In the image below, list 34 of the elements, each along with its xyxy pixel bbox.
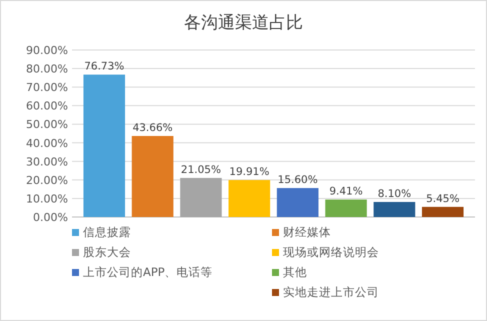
y-tick-label: 50.00% [26,118,68,132]
legend-label: 上市公司的APP、电话等 [83,265,213,279]
y-tick-label: 90.00% [26,44,68,57]
y-tick-label: 10.00% [26,192,68,206]
bar [276,188,318,217]
bar [228,180,270,217]
bar [374,202,416,217]
y-tick-label: 30.00% [26,155,68,168]
bar [422,206,464,217]
legend-label: 现场或网络说明会 [283,245,379,259]
y-tick-label: 40.00% [26,136,68,150]
legend-label: 信息披露 [83,225,131,239]
y-tick-label: 60.00% [26,100,68,113]
data-label: 15.60% [278,174,318,186]
y-tick-label: 70.00% [26,81,68,94]
data-label: 76.73% [84,60,124,73]
y-tick-label: 0.00% [33,211,68,224]
legend-label: 实地走进上市公司 [283,285,379,299]
bar [132,136,174,217]
data-label: 43.66% [132,122,173,134]
legend-label: 其他 [283,265,307,279]
data-label: 5.45% [426,192,460,205]
legend-label: 财经媒体 [283,225,331,239]
data-label: 19.91% [229,166,270,178]
bar [83,74,126,217]
chart-title: 各沟通渠道占比 [184,13,303,33]
bar [325,200,367,217]
legend-label: 股东大会 [83,245,131,259]
data-label: 8.10% [378,188,412,200]
y-tick-label: 20.00% [26,174,68,187]
bar [180,178,222,217]
data-label: 9.41% [329,186,363,198]
y-tick-label: 80.00% [26,62,68,76]
data-label: 21.05% [180,164,221,176]
